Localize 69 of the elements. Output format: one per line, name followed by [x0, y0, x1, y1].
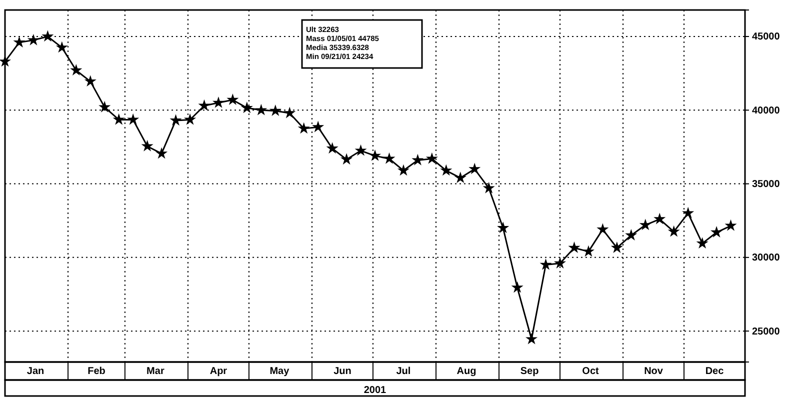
point: [511, 281, 524, 293]
point: [240, 102, 253, 114]
x-tick-label: Jul: [396, 366, 411, 378]
point: [724, 219, 737, 231]
x-tick-label: Nov: [644, 366, 664, 378]
point: [312, 120, 324, 132]
x-tick-label: May: [270, 366, 290, 378]
point: [84, 75, 96, 87]
point: [682, 206, 694, 218]
point: [625, 229, 638, 240]
x-tick-label: Jan: [26, 366, 44, 378]
x-tick-label: Mar: [146, 366, 164, 378]
point: [397, 164, 410, 176]
point: [198, 99, 210, 111]
point: [668, 225, 680, 237]
point: [284, 106, 296, 118]
point: [226, 94, 239, 105]
point: [326, 142, 338, 154]
point: [70, 64, 82, 76]
point: [212, 96, 224, 108]
point: [340, 153, 353, 165]
x-tick-label: Dec: [705, 366, 724, 378]
y-tick-label: 45000: [752, 32, 780, 43]
point: [654, 212, 666, 224]
point: [454, 172, 466, 184]
point: [482, 182, 495, 194]
point: [582, 245, 594, 257]
point: [568, 242, 580, 253]
x-axis-title: 2001: [364, 385, 387, 396]
x-tick-label: Sep: [520, 366, 539, 378]
point: [540, 258, 552, 270]
point: [184, 113, 196, 125]
point: [354, 144, 367, 156]
x-tick-label: Feb: [88, 366, 106, 378]
point: [383, 152, 396, 164]
point: [13, 36, 26, 48]
x-tick-label: Oct: [582, 366, 600, 378]
point: [27, 34, 40, 46]
point: [368, 149, 382, 161]
point: [468, 162, 481, 174]
x-tick-label: Jun: [334, 366, 352, 378]
point: [56, 41, 68, 53]
point: [255, 104, 268, 116]
point: [170, 114, 182, 126]
point: [98, 100, 111, 112]
point: [639, 218, 652, 230]
point: [426, 152, 438, 164]
point: [596, 223, 609, 235]
point: [127, 113, 140, 125]
y-tick-label: 35000: [752, 178, 780, 190]
point: [141, 140, 154, 152]
point: [269, 104, 282, 116]
point: [112, 113, 125, 125]
point: [42, 30, 54, 42]
point: [526, 332, 538, 344]
point: [710, 226, 723, 238]
point: [696, 237, 708, 249]
point: [412, 154, 424, 166]
point: [440, 164, 452, 176]
point: [610, 242, 623, 253]
y-tick-label: 40000: [752, 105, 780, 116]
point: [554, 256, 566, 268]
point: [298, 122, 310, 134]
point: [497, 222, 510, 234]
x-tick-label: Aug: [456, 366, 476, 378]
x-tick-label: Apr: [210, 366, 228, 378]
y-tick-label: 25000: [752, 326, 780, 338]
y-tick-label: 30000: [752, 252, 780, 264]
point: [156, 147, 168, 159]
